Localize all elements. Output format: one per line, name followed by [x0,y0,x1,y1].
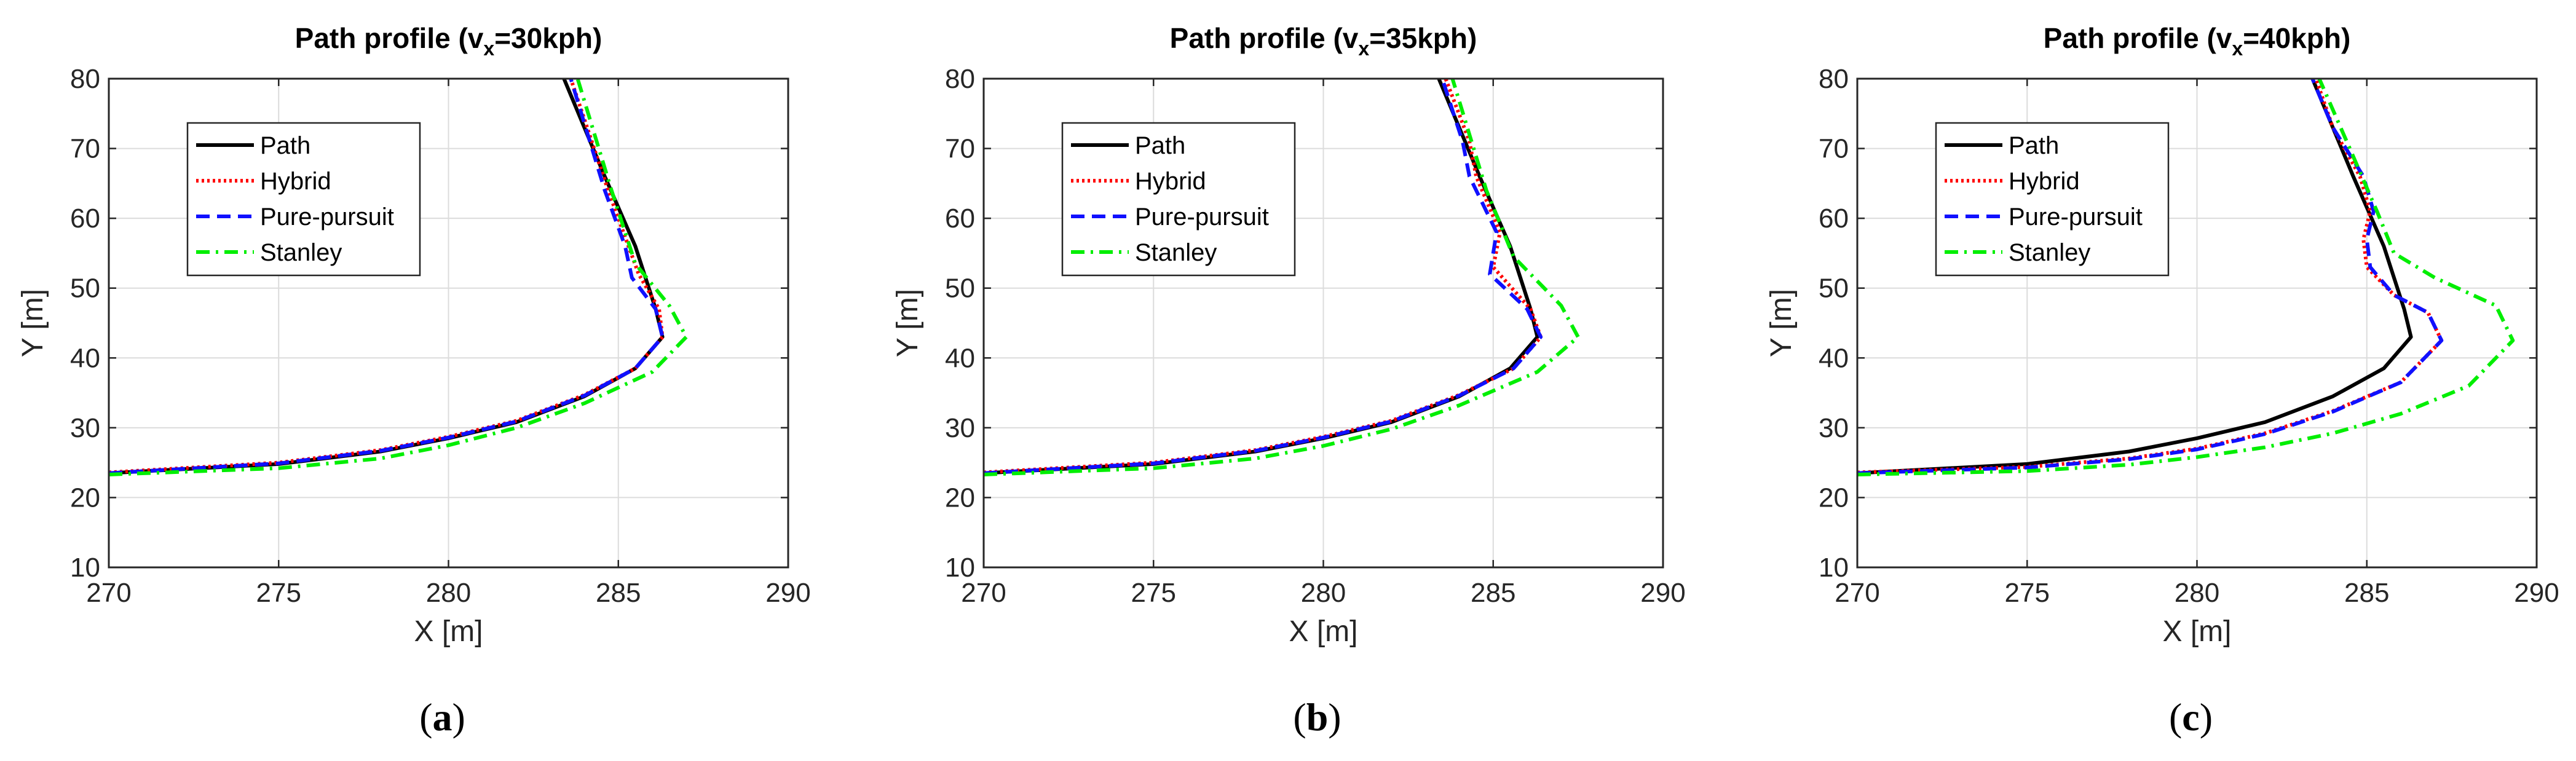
series-line-path [1857,79,2413,475]
x-tick-label: 275 [256,578,301,608]
y-axis-label: Y [m] [1765,289,1798,357]
x-tick-label: 270 [1835,578,1879,608]
y-tick-label: 20 [70,483,100,513]
title-subscript: x [483,37,494,60]
series-line-pure-pursuit [984,79,1543,475]
legend-box [186,122,421,277]
legend-label: Pure-pursuit [2009,203,2143,231]
legend: Path Hybrid Pure-pursuit Stanley [186,122,421,277]
legend-label: Stanley [1135,239,1217,266]
caption-paren: ( [2169,695,2182,739]
series-line-pure-pursuit [109,79,665,475]
y-tick-label: 70 [1819,134,1849,164]
x-tick-label: 280 [2175,578,2219,608]
legend-label: Stanley [2009,239,2090,266]
y-tick-label: 40 [70,343,100,373]
y-tick-label: 70 [945,134,975,164]
panel-caption: (a) [419,695,465,739]
series-line-pure-pursuit [1857,79,2444,475]
y-axis-label: Y [m] [891,289,924,357]
y-tick-label: 80 [1819,64,1849,94]
panel-caption: (b) [1293,695,1341,739]
x-axis-label: X [m] [1289,615,1357,648]
title-prefix: Path profile (v [2044,22,2232,54]
y-tick-label: 30 [945,413,975,443]
caption-letter: a [433,695,452,739]
caption-paren: ) [452,695,465,739]
series-line-hybrid [1857,79,2444,475]
title-prefix: Path profile (v [1170,22,1359,54]
caption-paren: ) [1328,695,1341,739]
y-tick-label: 80 [945,64,975,94]
title-suffix: =40kph) [2243,22,2350,54]
legend-box [1935,122,2170,277]
chart-panel-a: 270 275 280 285 290 10 20 30 40 50 60 70 80 X [m] Y [m… [17,22,811,739]
caption-letter: b [1306,695,1329,739]
legend: Path Hybrid Pure-pursuit Stanley [1935,122,2170,277]
x-tick-label: 280 [1301,578,1346,608]
x-tick-label: 290 [1640,578,1685,608]
x-tick-label: 275 [2005,578,2050,608]
x-tick-label: 285 [1471,578,1515,608]
y-tick-label: 50 [945,274,975,304]
panel-caption: (c) [2169,695,2213,739]
x-tick-label: 290 [765,578,810,608]
x-tick-label: 290 [2514,578,2559,608]
legend-label: Hybrid [1135,168,1206,195]
legend-label: Hybrid [2009,168,2080,195]
title-subscript: x [1358,37,1369,60]
x-tick-label: 270 [961,578,1006,608]
x-tick-label: 275 [1131,578,1176,608]
x-tick-label: 280 [426,578,471,608]
legend: Path Hybrid Pure-pursuit Stanley [1061,122,1296,277]
y-tick-label: 10 [1819,553,1849,583]
y-tick-label: 50 [70,274,100,304]
y-axis-label: Y [m] [17,289,49,357]
x-tick-label: 285 [596,578,641,608]
chart-title: Path profile (vx=30kph) [295,22,603,60]
title-prefix: Path profile (v [295,22,484,54]
y-tick-label: 40 [945,343,975,373]
chart-title: Path profile (vx=35kph) [1170,22,1477,60]
chart-panel-c: 270 275 280 285 290 10 20 30 40 50 60 70 80 X [m] Y [m… [1765,22,2559,739]
caption-paren: ( [419,695,432,739]
caption-letter: c [2182,695,2199,739]
title-suffix: =35kph) [1369,22,1477,54]
caption-paren: ( [1293,695,1306,739]
caption-paren: ) [2200,695,2213,739]
legend-label: Hybrid [260,168,331,195]
y-tick-label: 20 [1819,483,1849,513]
y-tick-label: 20 [945,483,975,513]
x-tick-label: 270 [86,578,131,608]
y-tick-label: 30 [1819,413,1849,443]
chart-title: Path profile (vx=40kph) [2044,22,2351,60]
x-axis-label: X [m] [2162,615,2231,648]
x-axis-label: X [m] [414,615,483,648]
y-tick-label: 40 [1819,343,1849,373]
y-tick-label: 60 [1819,203,1849,234]
y-tick-label: 50 [1819,274,1849,304]
title-suffix: =30kph) [494,22,602,54]
x-tick-label: 285 [2344,578,2389,608]
chart-panel-b: 270 275 280 285 290 10 20 30 40 50 60 70 80 X [m] Y [m… [891,22,1686,739]
y-tick-label: 30 [70,413,100,443]
legend-box [1061,122,1296,277]
y-tick-label: 60 [945,203,975,234]
series-line-stanley [109,79,689,476]
y-tick-label: 10 [70,553,100,583]
y-tick-label: 80 [70,64,100,94]
legend-label: Path [260,132,310,159]
series-line-stanley [1857,79,2515,476]
y-tick-label: 60 [70,203,100,234]
title-subscript: x [2232,37,2243,60]
series-line-stanley [984,79,1580,476]
legend-label: Path [2009,132,2059,159]
y-tick-label: 10 [945,553,975,583]
legend-label: Pure-pursuit [1135,203,1269,231]
legend-label: Pure-pursuit [260,203,394,231]
y-tick-label: 70 [70,134,100,164]
legend-label: Path [1135,132,1185,159]
legend-label: Stanley [260,239,342,266]
